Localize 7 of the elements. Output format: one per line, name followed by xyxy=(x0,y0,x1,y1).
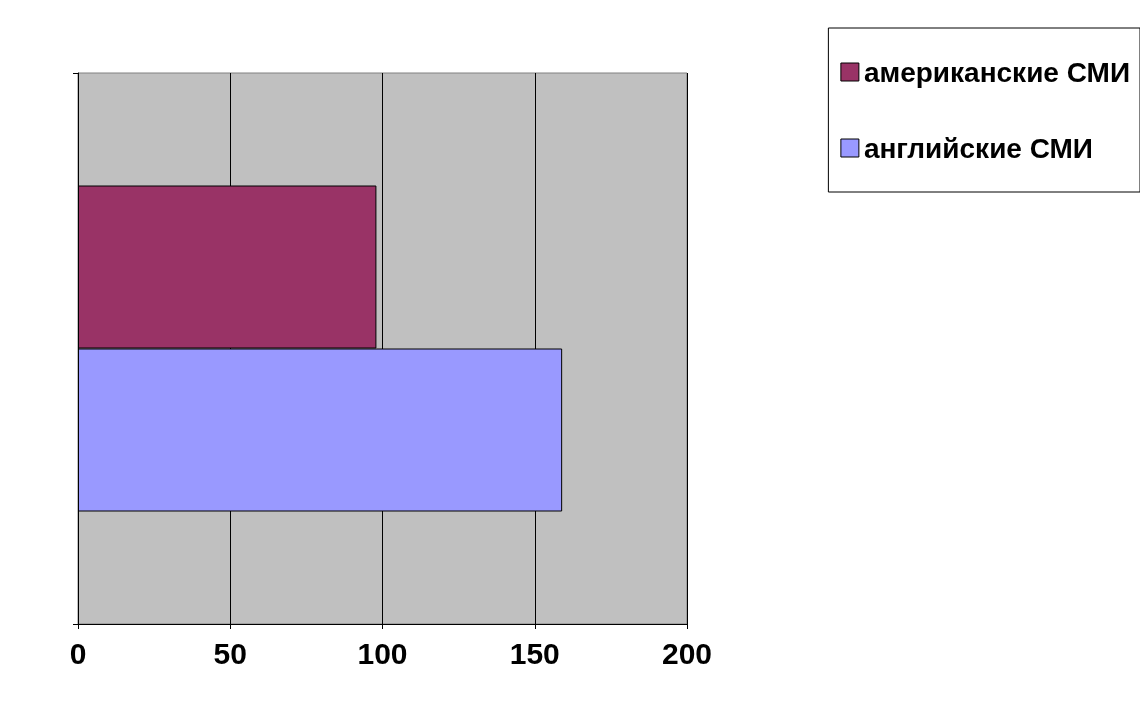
x-tick-label: 100 xyxy=(357,636,408,670)
x-tick-label: 0 xyxy=(69,636,87,670)
legend-label: американские СМИ xyxy=(863,56,1130,88)
x-tick-label: 200 xyxy=(661,636,713,670)
x-tick-label: 150 xyxy=(509,636,560,670)
x-tick-label: 50 xyxy=(213,636,247,670)
legend-label: английские СМИ xyxy=(863,132,1093,164)
